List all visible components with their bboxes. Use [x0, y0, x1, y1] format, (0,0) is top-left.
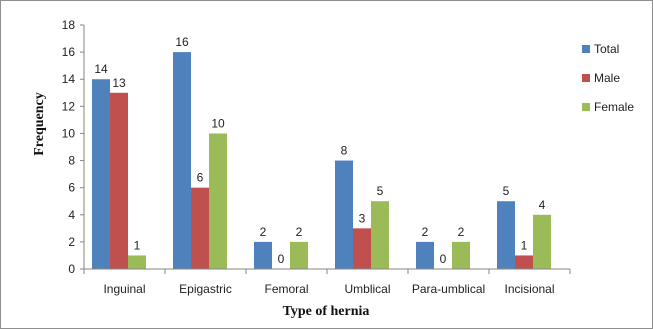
data-label: 6	[197, 171, 204, 185]
x-category-label: Incisional	[504, 282, 554, 296]
data-label: 4	[539, 198, 546, 212]
bar-total	[92, 79, 110, 269]
y-tick-label: 18	[62, 18, 76, 32]
y-tick-label: 12	[62, 99, 76, 113]
legend-label: Total	[594, 42, 619, 56]
data-label: 0	[278, 252, 285, 266]
data-label: 16	[175, 35, 189, 49]
x-category-label: Epigastric	[179, 282, 232, 296]
data-label: 2	[422, 225, 429, 239]
data-label: 1	[134, 238, 141, 252]
bar-male	[110, 92, 128, 270]
x-axis-categories: Inguinal Epigastric Femoral Umblical Para-um…	[83, 269, 571, 296]
data-label: 13	[112, 76, 126, 90]
data-label: 3	[359, 211, 366, 225]
data-label: 10	[211, 116, 225, 130]
data-label: 2	[260, 225, 267, 239]
bar-total	[335, 160, 353, 269]
x-category-label: Para-umblical	[412, 282, 485, 296]
bar-female	[452, 241, 470, 269]
data-label: 0	[440, 252, 447, 266]
y-tick-label: 16	[62, 45, 76, 59]
bar-female	[533, 214, 551, 269]
y-tick-label: 8	[68, 154, 75, 168]
bar-female	[209, 133, 227, 269]
bar-female	[371, 201, 389, 269]
y-tick-label: 6	[68, 181, 75, 195]
bar-total	[173, 52, 191, 269]
data-label: 14	[94, 62, 108, 76]
bar-female	[290, 241, 308, 269]
bar-total	[497, 201, 515, 269]
bar-total	[416, 241, 434, 269]
data-label: 2	[458, 225, 465, 239]
bar-male	[353, 228, 371, 269]
y-tick-label: 2	[68, 235, 75, 249]
bar-total	[254, 241, 272, 269]
bar-female	[128, 255, 146, 269]
legend: Total Male Female	[582, 42, 634, 114]
data-label: 5	[503, 184, 510, 198]
y-tick-label: 10	[62, 126, 76, 140]
bar-male	[191, 187, 209, 269]
y-tick-label: 0	[68, 262, 75, 276]
data-label: 1	[521, 238, 528, 252]
y-tick-label: 4	[68, 208, 75, 222]
legend-label: Female	[594, 100, 634, 114]
bar-male	[515, 255, 533, 269]
data-label: 2	[296, 225, 303, 239]
data-label: 8	[341, 144, 348, 158]
x-category-label: Femoral	[264, 282, 308, 296]
y-tick-label: 14	[62, 72, 76, 86]
data-label: 5	[377, 184, 384, 198]
legend-label: Male	[594, 71, 620, 85]
x-category-label: Inguinal	[103, 282, 145, 296]
x-category-label: Umblical	[344, 282, 390, 296]
y-axis-ticks: 0 2 4 6 8 10 12 14 16 18	[62, 18, 84, 276]
legend-swatch-female	[582, 103, 590, 111]
legend-swatch-total	[582, 45, 590, 53]
y-axis-title: Frequency	[32, 92, 47, 156]
x-axis-title: Type of hernia	[283, 304, 370, 319]
legend-swatch-male	[582, 74, 590, 82]
